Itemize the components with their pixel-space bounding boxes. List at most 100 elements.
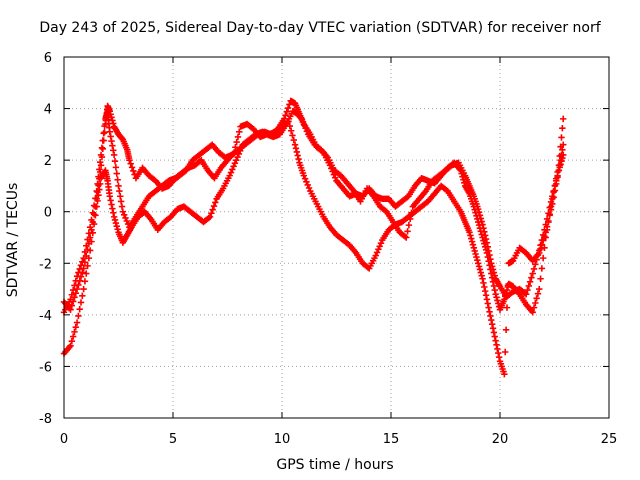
data-point [502, 348, 509, 356]
data-point [110, 151, 118, 159]
data-point [109, 117, 116, 124]
data-point [96, 159, 104, 166]
data-point [117, 193, 124, 200]
data-point [331, 174, 339, 181]
data-point [75, 269, 82, 276]
data-point [88, 216, 95, 224]
data-point [469, 241, 477, 248]
data-point [290, 136, 297, 144]
data-point [471, 247, 478, 255]
data-point [376, 243, 383, 250]
data-point [534, 290, 542, 297]
data-point [107, 197, 114, 204]
data-point [533, 295, 540, 302]
data-point [524, 286, 531, 294]
data-point [560, 151, 567, 159]
data-point [301, 121, 308, 129]
data-point [560, 115, 567, 123]
data-point [305, 184, 313, 192]
x-tick-label: 10 [274, 432, 291, 447]
y-tick-label: 2 [44, 154, 52, 169]
data-point [90, 220, 98, 228]
data-point [291, 141, 299, 148]
data-point [550, 187, 557, 195]
data-point [122, 214, 129, 222]
data-point [539, 231, 547, 239]
data-point [488, 320, 496, 328]
data-point [530, 304, 538, 311]
data-point [491, 333, 498, 340]
data-point [295, 155, 302, 163]
data-point [302, 124, 309, 132]
data-point [476, 266, 484, 273]
data-point [532, 261, 539, 268]
data-point [114, 226, 121, 233]
data-point [235, 150, 243, 158]
data-point [377, 239, 385, 247]
data-point [546, 204, 553, 211]
data-point [482, 292, 490, 299]
data-point [69, 333, 77, 340]
data-point [238, 144, 245, 151]
y-tick-label: 0 [44, 206, 52, 221]
data-point [236, 128, 243, 135]
data-point [550, 194, 557, 201]
data-point [128, 164, 136, 171]
series-trace-b [60, 118, 567, 378]
data-point [234, 153, 241, 161]
data-point [77, 299, 85, 306]
data-point [73, 285, 81, 293]
data-point [489, 266, 497, 273]
data-point [86, 247, 94, 254]
data-point [478, 218, 485, 225]
data-point [68, 291, 76, 298]
data-point [205, 214, 212, 222]
data-point [84, 236, 91, 243]
x-tick-label: 25 [601, 432, 618, 447]
x-tick-label: 0 [60, 432, 68, 447]
data-point [488, 260, 495, 267]
data-point [113, 170, 120, 177]
data-point [525, 282, 532, 290]
data-point [209, 206, 216, 213]
data-point [69, 286, 77, 294]
data-point [470, 244, 478, 252]
data-point [475, 205, 482, 213]
data-point [297, 114, 304, 122]
data-point [287, 127, 295, 134]
data-point [481, 228, 488, 236]
data-point [80, 285, 87, 293]
data-point [206, 213, 214, 221]
data-point [556, 164, 563, 171]
data-point [538, 236, 546, 244]
data-point [234, 133, 242, 141]
data-point [98, 144, 106, 151]
data-point [108, 137, 115, 145]
data-point [490, 269, 498, 276]
data-point [292, 145, 300, 152]
data-point [481, 283, 488, 291]
data-point [492, 291, 499, 298]
data-point [81, 278, 89, 285]
data-point [526, 278, 534, 286]
y-axis-label: SDTVAR / TECUs [5, 182, 21, 298]
data-point [92, 195, 99, 202]
data-point [490, 329, 498, 336]
data-point [236, 147, 244, 155]
data-point [233, 138, 240, 146]
data-point [375, 246, 382, 253]
data-point [487, 312, 494, 320]
data-point [75, 312, 82, 320]
data-point [95, 192, 102, 199]
data-point [93, 187, 100, 195]
data-point [480, 279, 487, 287]
data-point [493, 294, 500, 301]
data-point [405, 221, 413, 229]
data-point [373, 249, 381, 256]
data-point [71, 328, 78, 336]
data-point [487, 255, 494, 263]
data-point [503, 304, 511, 311]
plot-frame [63, 56, 610, 419]
data-point [294, 152, 301, 159]
data-point [72, 277, 79, 285]
